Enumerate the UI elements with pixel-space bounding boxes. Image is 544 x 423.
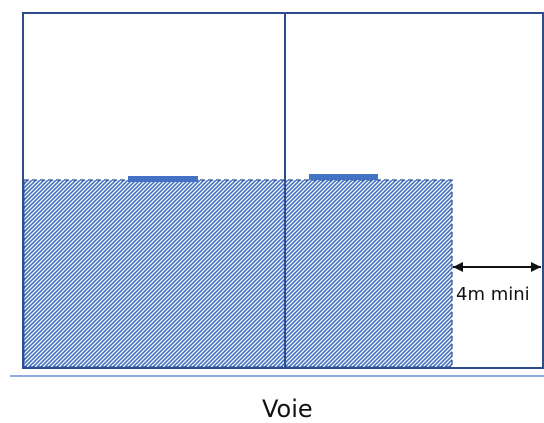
road-label: Voie	[262, 395, 313, 423]
setback-dimension: 4m mini	[453, 262, 541, 305]
entrance-marker-right	[309, 174, 378, 180]
building-footprint-hatched	[23, 179, 453, 368]
dimension-arrowhead-right	[531, 262, 541, 272]
plot-boundary	[22, 12, 544, 369]
dimension-arrowhead-left	[453, 262, 463, 272]
dimension-label: 4m mini	[456, 284, 530, 305]
entrance-marker-left	[128, 176, 198, 182]
